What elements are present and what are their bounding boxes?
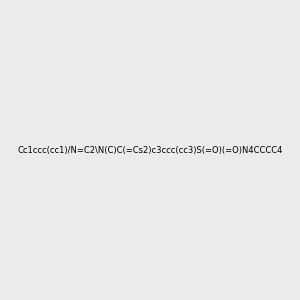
Text: Cc1ccc(cc1)/N=C2\N(C)C(=Cs2)c3ccc(cc3)S(=O)(=O)N4CCCC4: Cc1ccc(cc1)/N=C2\N(C)C(=Cs2)c3ccc(cc3)S(… (17, 146, 283, 154)
